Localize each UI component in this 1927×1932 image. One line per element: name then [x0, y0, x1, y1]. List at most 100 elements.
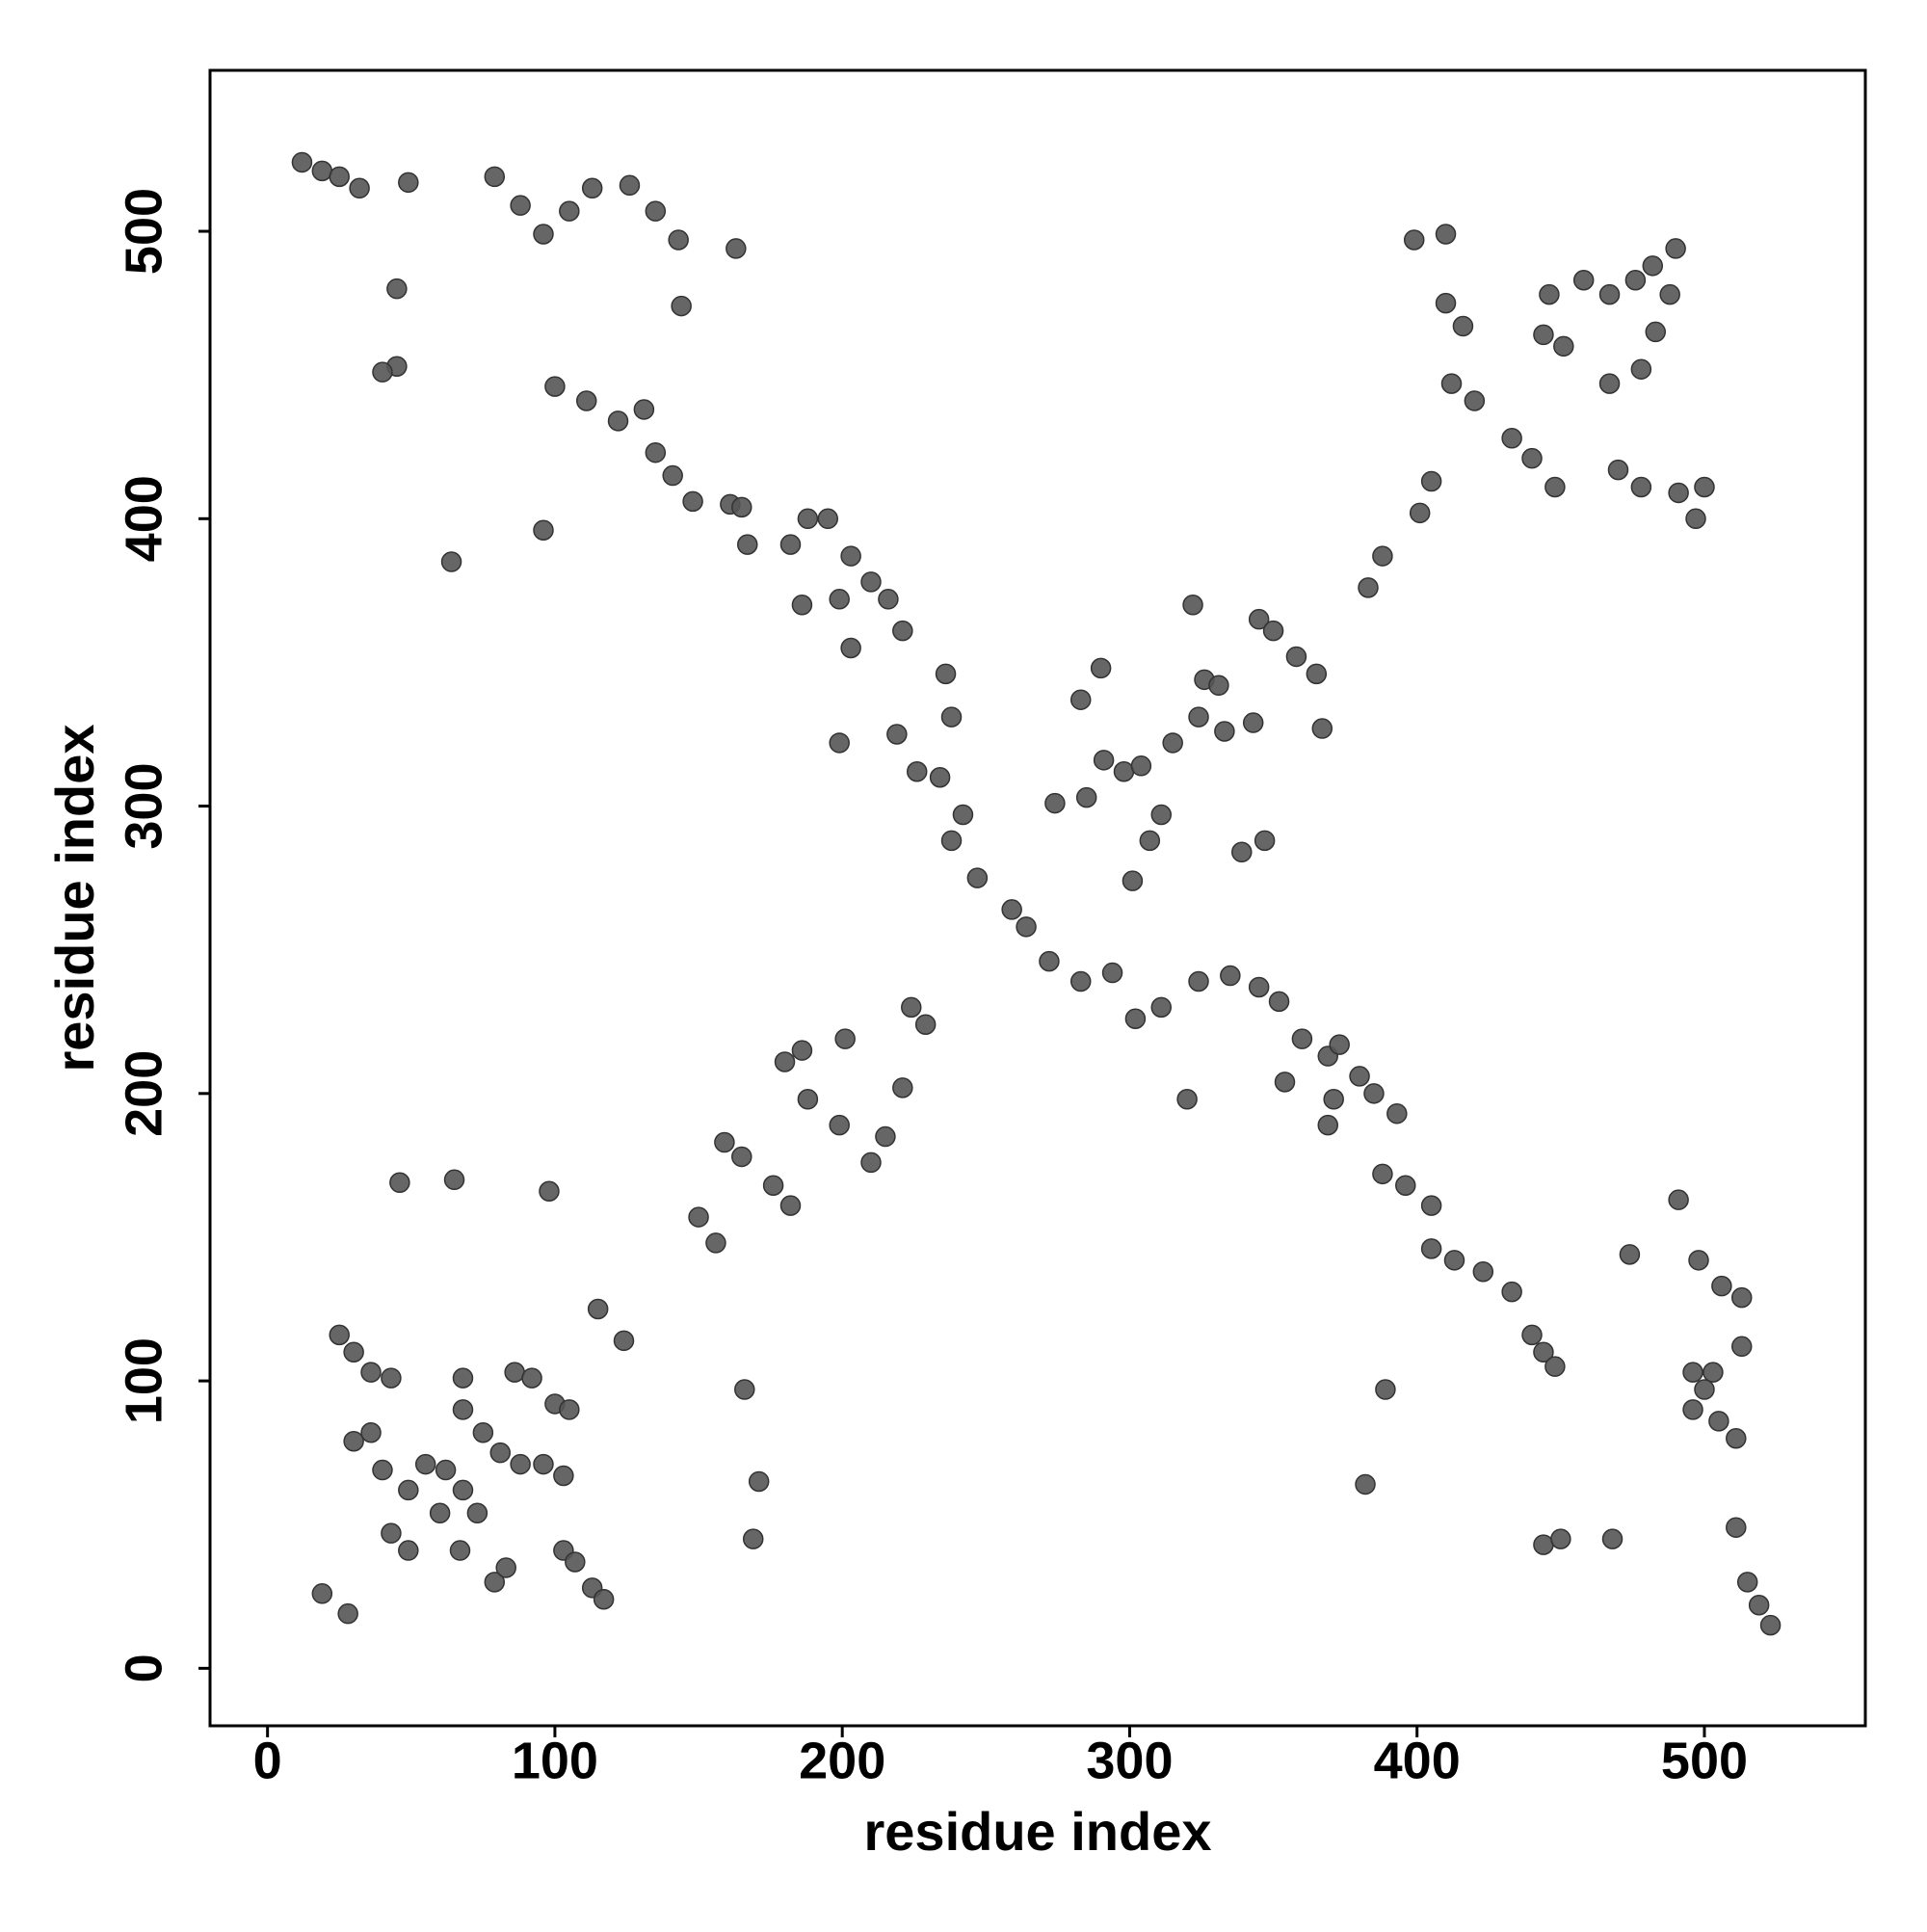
point	[1363, 1083, 1385, 1104]
point	[443, 1169, 465, 1191]
point	[1254, 830, 1276, 852]
point	[668, 229, 689, 251]
point	[1694, 476, 1715, 498]
point	[372, 1459, 393, 1481]
point	[1726, 1427, 1747, 1449]
x-tick-label: 100	[512, 1732, 598, 1789]
point	[472, 1422, 494, 1443]
point	[1329, 1034, 1350, 1055]
point	[1452, 315, 1474, 337]
point	[1248, 608, 1270, 630]
point	[429, 1502, 451, 1524]
point	[662, 464, 683, 487]
point	[398, 1479, 419, 1501]
point	[774, 1051, 796, 1072]
point	[559, 200, 580, 222]
point	[935, 663, 957, 685]
point	[398, 172, 419, 194]
point	[1708, 1411, 1729, 1432]
point	[901, 996, 922, 1019]
point	[1101, 962, 1123, 984]
point	[1440, 373, 1463, 394]
point	[1274, 1072, 1296, 1093]
point	[1268, 991, 1290, 1013]
point	[1607, 459, 1629, 481]
point	[414, 1453, 436, 1475]
point	[731, 496, 752, 518]
point	[1736, 1572, 1758, 1593]
point	[791, 595, 813, 616]
point	[1533, 324, 1554, 346]
point	[521, 1367, 542, 1389]
point	[829, 1114, 850, 1136]
point	[748, 1470, 770, 1493]
x-axis-label: residue index	[863, 1801, 1211, 1862]
point	[619, 174, 641, 197]
point	[1730, 1336, 1753, 1358]
point	[1624, 269, 1647, 291]
point	[1726, 1517, 1747, 1538]
point	[1642, 255, 1664, 277]
point	[1533, 1341, 1554, 1363]
point	[1162, 732, 1183, 754]
point	[840, 545, 861, 567]
point	[452, 1479, 474, 1501]
point	[840, 637, 861, 659]
point	[593, 1589, 615, 1610]
point	[688, 1206, 709, 1228]
point	[452, 1399, 474, 1420]
point	[734, 1379, 755, 1400]
point	[1694, 1379, 1715, 1400]
point	[539, 1180, 560, 1202]
point	[1420, 1238, 1442, 1259]
point	[1242, 712, 1264, 733]
point	[504, 1362, 525, 1383]
y-axis-label: residue index	[44, 724, 105, 1072]
point	[762, 1175, 784, 1197]
point	[1472, 1260, 1494, 1283]
point	[1150, 804, 1173, 826]
point	[607, 410, 629, 432]
point	[1039, 950, 1060, 972]
point	[343, 1430, 364, 1452]
point	[1311, 718, 1333, 739]
point	[1395, 1175, 1416, 1197]
point	[966, 867, 989, 888]
point	[940, 706, 963, 728]
point	[742, 1528, 764, 1549]
point	[337, 1602, 358, 1625]
point	[726, 238, 747, 259]
point	[510, 1453, 531, 1475]
point	[484, 166, 506, 188]
y-tick-label: 100	[115, 1337, 172, 1424]
point	[1685, 508, 1706, 530]
point	[1668, 482, 1689, 504]
point	[349, 177, 370, 199]
point	[1665, 238, 1686, 259]
point	[1188, 970, 1209, 992]
point	[952, 804, 974, 826]
point	[714, 1131, 735, 1153]
point	[1443, 1250, 1465, 1271]
x-tick-label: 400	[1374, 1732, 1461, 1789]
point	[1188, 706, 1209, 728]
point	[1113, 761, 1135, 782]
point	[1630, 358, 1652, 380]
point	[1619, 1244, 1641, 1265]
point	[1358, 577, 1379, 598]
point	[311, 160, 333, 182]
point	[1150, 996, 1173, 1019]
point	[1682, 1362, 1703, 1383]
x-tick-label: 0	[253, 1732, 282, 1789]
point	[489, 1442, 511, 1464]
point	[533, 519, 554, 541]
y-tick-label: 200	[115, 1050, 172, 1137]
point	[1420, 470, 1442, 492]
point	[731, 1146, 752, 1168]
point	[1521, 447, 1543, 469]
point	[1688, 1250, 1709, 1271]
point	[1355, 1473, 1376, 1495]
point	[892, 620, 913, 642]
point	[1090, 657, 1112, 679]
